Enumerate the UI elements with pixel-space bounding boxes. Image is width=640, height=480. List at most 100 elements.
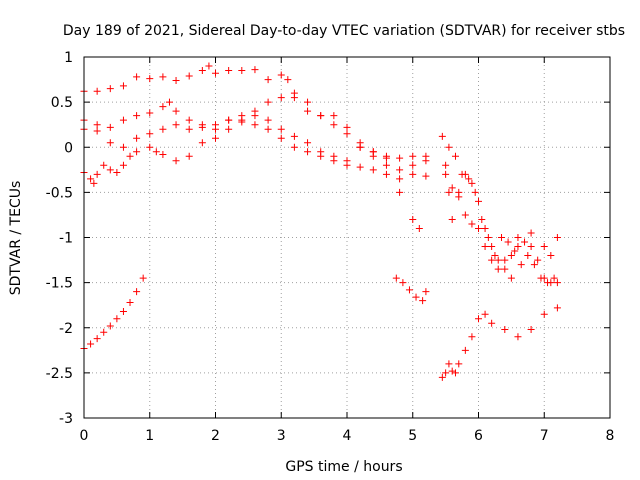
data-point bbox=[472, 189, 479, 196]
grid-lines bbox=[84, 57, 610, 418]
data-point bbox=[107, 322, 114, 329]
data-point bbox=[547, 252, 554, 259]
data-point bbox=[537, 275, 544, 282]
data-point bbox=[127, 153, 134, 160]
data-point bbox=[528, 243, 535, 250]
data-point bbox=[186, 117, 193, 124]
data-point bbox=[442, 162, 449, 169]
data-point bbox=[501, 326, 508, 333]
series-trace-j bbox=[439, 304, 561, 380]
series-trace-c bbox=[81, 118, 430, 182]
data-point bbox=[94, 335, 101, 342]
data-point bbox=[445, 189, 452, 196]
data-point bbox=[409, 216, 416, 223]
x-tick-label: 6 bbox=[474, 428, 483, 444]
x-tick-label: 7 bbox=[540, 428, 549, 444]
y-axis-label: SDTVAR / TECUs bbox=[8, 181, 24, 296]
data-point bbox=[225, 126, 232, 133]
data-point bbox=[452, 369, 459, 376]
data-point bbox=[186, 72, 193, 79]
data-point bbox=[120, 144, 127, 151]
data-point bbox=[445, 360, 452, 367]
data-point bbox=[491, 252, 498, 259]
x-tick-label: 4 bbox=[343, 428, 352, 444]
data-point bbox=[455, 193, 462, 200]
data-point bbox=[113, 169, 120, 176]
data-point bbox=[459, 171, 466, 178]
data-point bbox=[133, 135, 140, 142]
data-point bbox=[393, 275, 400, 282]
data-point bbox=[357, 164, 364, 171]
data-point bbox=[330, 121, 337, 128]
data-point bbox=[475, 225, 482, 232]
data-point bbox=[462, 211, 469, 218]
data-point bbox=[465, 175, 472, 182]
x-axis-label: GPS time / hours bbox=[285, 459, 402, 475]
data-point bbox=[449, 184, 456, 191]
data-point bbox=[485, 234, 492, 241]
data-point bbox=[94, 121, 101, 128]
sdtvar-chart: 01234567810.50-0.5-1-1.5-2-2.5-3 Day 189… bbox=[0, 0, 640, 480]
data-point bbox=[304, 99, 311, 106]
data-point bbox=[449, 216, 456, 223]
data-point bbox=[554, 304, 561, 311]
data-point bbox=[94, 88, 101, 95]
data-point bbox=[514, 333, 521, 340]
data-point bbox=[442, 369, 449, 376]
data-point bbox=[409, 162, 416, 169]
data-point bbox=[304, 148, 311, 155]
data-point bbox=[284, 76, 291, 83]
data-point bbox=[265, 117, 272, 124]
data-point bbox=[508, 252, 515, 259]
y-tick-label: -2 bbox=[59, 321, 73, 337]
data-point bbox=[514, 243, 521, 250]
data-point bbox=[468, 180, 475, 187]
y-tick-label: -1.5 bbox=[46, 276, 73, 292]
series-trace-e bbox=[81, 275, 147, 352]
data-point bbox=[278, 126, 285, 133]
data-point bbox=[173, 77, 180, 84]
data-point bbox=[120, 82, 127, 89]
data-point bbox=[488, 320, 495, 327]
data-point bbox=[153, 148, 160, 155]
series-trace-h bbox=[442, 171, 561, 286]
data-point bbox=[265, 99, 272, 106]
data-point bbox=[94, 128, 101, 135]
data-point bbox=[87, 340, 94, 347]
data-point bbox=[383, 162, 390, 169]
data-point bbox=[225, 117, 232, 124]
x-tick-label: 0 bbox=[80, 428, 89, 444]
y-tick-label: -2.5 bbox=[46, 366, 73, 382]
data-point bbox=[439, 374, 446, 381]
data-point bbox=[514, 234, 521, 241]
data-point bbox=[304, 139, 311, 146]
data-point bbox=[107, 85, 114, 92]
data-point bbox=[291, 144, 298, 151]
data-point bbox=[501, 257, 508, 264]
data-point bbox=[442, 171, 449, 178]
data-point bbox=[133, 148, 140, 155]
data-point bbox=[528, 229, 535, 236]
data-point bbox=[534, 257, 541, 264]
data-point bbox=[107, 124, 114, 131]
data-point bbox=[173, 157, 180, 164]
data-point bbox=[551, 275, 558, 282]
data-point bbox=[488, 257, 495, 264]
series-trace-f bbox=[393, 275, 430, 305]
data-point bbox=[278, 94, 285, 101]
data-point bbox=[173, 121, 180, 128]
y-tick-label: -3 bbox=[59, 411, 73, 427]
data-point bbox=[199, 67, 206, 74]
data-point bbox=[159, 126, 166, 133]
data-point bbox=[478, 216, 485, 223]
data-point bbox=[383, 153, 390, 160]
data-point bbox=[544, 279, 551, 286]
data-point bbox=[330, 112, 337, 119]
x-tick-label: 2 bbox=[211, 428, 220, 444]
data-point bbox=[452, 153, 459, 160]
data-point bbox=[344, 130, 351, 137]
data-point bbox=[133, 73, 140, 80]
data-point bbox=[212, 121, 219, 128]
data-point bbox=[528, 326, 535, 333]
data-point bbox=[251, 112, 258, 119]
